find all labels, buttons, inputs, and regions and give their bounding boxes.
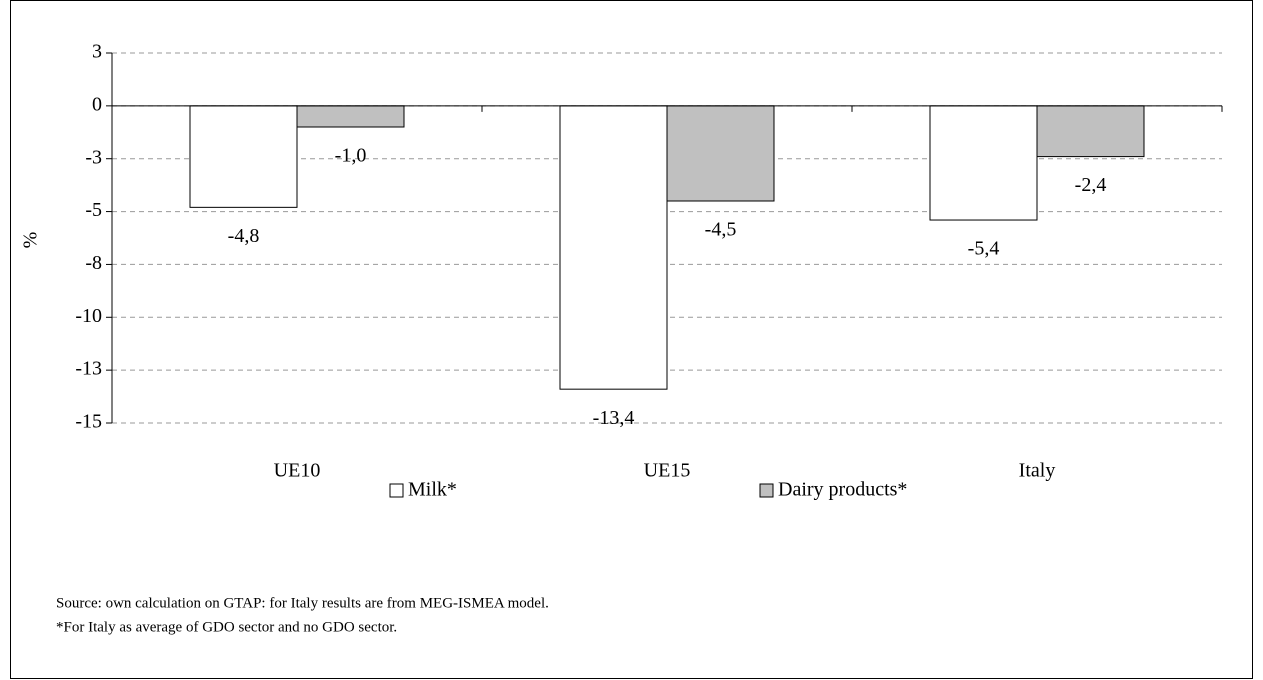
- data-label: -4,8: [228, 225, 260, 247]
- y-tick-label: 3: [92, 41, 102, 63]
- legend-label: Milk*: [408, 479, 457, 501]
- note: Source: own calculation on GTAP: for Ita…: [56, 595, 549, 611]
- bar: [189, 105, 298, 208]
- data-label: -5,4: [968, 238, 1000, 260]
- x-tick-label: Italy: [1019, 460, 1056, 482]
- data-label: -13,4: [593, 407, 635, 429]
- data-label: -2,4: [1075, 174, 1107, 196]
- x-tick-label: UE10: [274, 460, 321, 482]
- y-axis-label: %: [20, 232, 42, 249]
- legend-swatch: [389, 483, 404, 498]
- bar: [1036, 105, 1145, 158]
- data-label: -4,5: [705, 219, 737, 241]
- x-tick-label: UE15: [644, 460, 691, 482]
- legend-swatch: [759, 483, 774, 498]
- bar: [666, 105, 775, 202]
- data-label: -1,0: [335, 145, 367, 167]
- bar: [296, 105, 405, 128]
- y-tick-label: -15: [75, 411, 102, 433]
- y-tick-label: -8: [85, 252, 102, 274]
- y-tick-label: -10: [75, 305, 102, 327]
- bar: [559, 105, 668, 390]
- bar: [929, 105, 1038, 221]
- y-tick-label: 0: [92, 93, 102, 115]
- note: *For Italy as average of GDO sector and …: [56, 619, 397, 635]
- y-tick-label: -5: [85, 199, 102, 221]
- y-tick-label: -13: [75, 358, 102, 380]
- legend-label: Dairy products*: [778, 479, 907, 501]
- y-tick-label: -3: [85, 146, 102, 168]
